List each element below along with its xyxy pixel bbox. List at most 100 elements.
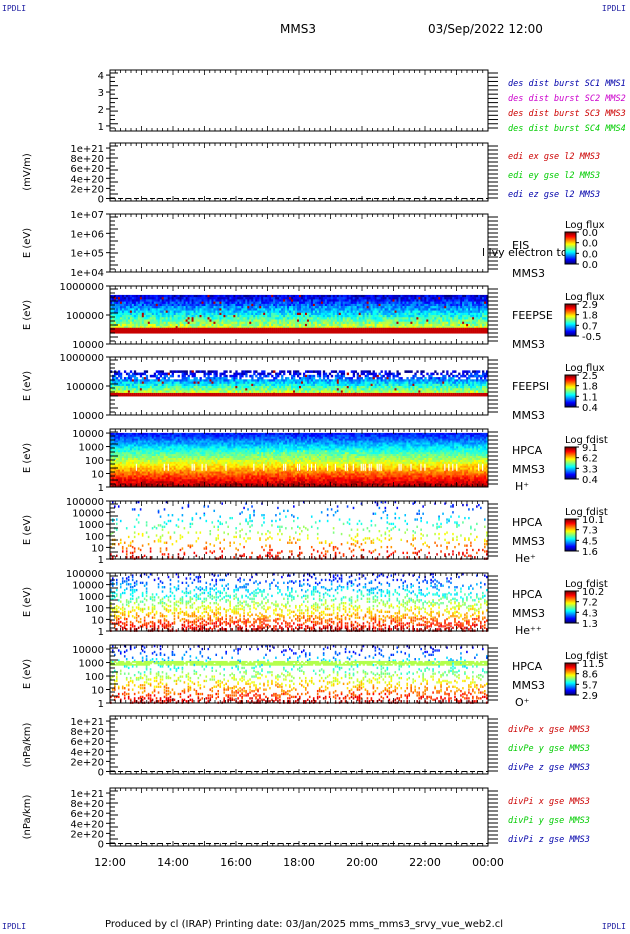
spectrogram-7 (110, 573, 488, 632)
ytick-label-9-1: 2e+20 (70, 757, 104, 768)
right-label-6-0: HPCA (512, 516, 543, 529)
ylabel-10: (nPa/km) (22, 795, 33, 840)
right-label-3-1: MMS3 (512, 338, 545, 351)
time-tick-3: 18:00 (283, 856, 315, 869)
corner-mark-top-left: IPDLI (2, 4, 27, 13)
right-label-3-0: FEEPSE (512, 309, 553, 322)
ytick-label-2-1: 1e+05 (70, 249, 104, 260)
colorbar-title-7: Log fdist (565, 579, 608, 590)
ytick-label-1-1: 2e+20 (70, 184, 104, 195)
ytick-label-9-2: 4e+20 (70, 747, 104, 758)
panel-frame-9 (109, 715, 489, 775)
panel-4-ticks (109, 357, 498, 415)
colorbar-tick-4-0: 2.5 (582, 371, 598, 382)
time-tick-0: 12:00 (94, 856, 126, 869)
legend-1-0: edi ex gse l2 MMS3 (508, 152, 600, 162)
colorbar-title-3: Log flux (565, 292, 605, 303)
ytick-label-7-4: 10000 (72, 581, 104, 592)
time-tick-4: 20:00 (346, 856, 378, 869)
right-label-8-2: O⁺ (515, 696, 530, 709)
colorbar-tick-3-3: -0.5 (582, 332, 602, 343)
ylabel-9: (nPa/km) (22, 723, 33, 768)
corner-mark-bottom-right: IPDLI (601, 922, 626, 931)
panel-9-ticks (109, 716, 498, 774)
colorbar-tick-6-0: 10.1 (582, 515, 604, 526)
colorbar-tick-2-2: 0.0 (582, 249, 598, 260)
legend-10-0: divPi x gse MMS3 (508, 797, 590, 807)
colorbar-tick-3-2: 0.7 (582, 321, 598, 332)
ytick-label-8-2: 100 (85, 672, 104, 683)
colorbar-tick-2-0: 0.0 (582, 228, 598, 239)
ytick-label-10-0: 0 (98, 839, 104, 850)
ytick-label-7-1: 10 (91, 615, 104, 626)
legend-0-3: des dist burst SC4 MMS4 (508, 124, 626, 134)
colorbar-5 (565, 446, 579, 480)
colorbar-frame-8 (564, 662, 577, 696)
ytick-label-5-3: 1000 (79, 443, 104, 454)
ytick-label-0-1: 2 (98, 105, 104, 116)
right-label-5-0: HPCA (512, 444, 543, 457)
colorbar-tick-3-1: 1.8 (582, 311, 598, 322)
ytick-label-10-4: 8e+20 (70, 799, 104, 810)
colorbar-tick-8-2: 5.7 (582, 680, 598, 691)
date-title: 03/Sep/2022 12:00 (428, 22, 543, 36)
ylabel-6: E (eV) (22, 515, 33, 545)
overlay-text-2: l lvy electron to (482, 246, 568, 259)
ytick-label-8-4: 10000 (72, 645, 104, 656)
right-label-4-0: FEEPSI (512, 380, 549, 393)
colorbar-title-8: Log fdist (565, 651, 608, 662)
ytick-label-0-3: 4 (98, 71, 104, 82)
corner-mark-bottom-left: IPDLI (2, 922, 27, 931)
ytick-label-0-2: 3 (98, 88, 104, 99)
ytick-label-7-0: 1 (98, 627, 104, 638)
panel-6-ticks (109, 501, 498, 559)
panel-1-ticks (109, 143, 498, 201)
legend-10-1: divPi y gse MMS3 (508, 816, 590, 826)
ytick-label-0-0: 1 (98, 122, 104, 133)
right-label-7-1: MMS3 (512, 607, 545, 620)
ytick-label-7-5: 100000 (66, 569, 104, 580)
right-label-4-1: MMS3 (512, 409, 545, 422)
legend-0-0: des dist burst SC1 MMS1 (508, 79, 626, 89)
colorbar-7 (565, 590, 579, 624)
colorbar-frame-6 (564, 518, 577, 552)
colorbar-tick-8-0: 11.5 (582, 659, 604, 670)
panel-0-ticks (109, 70, 498, 131)
ytick-label-9-5: 1e+21 (70, 717, 104, 728)
ytick-label-5-2: 100 (85, 456, 104, 467)
ylabel-5: E (eV) (22, 443, 33, 473)
footer-credit: Produced by cl (IRAP) Printing date: 03/… (105, 919, 504, 930)
spectrogram-8 (110, 645, 489, 704)
colorbar-tick-4-2: 1.1 (582, 392, 598, 403)
ytick-label-5-0: 1 (98, 483, 104, 494)
ytick-label-4-2: 1000000 (59, 353, 104, 364)
panel-frame-10 (109, 787, 489, 847)
right-label-7-2: He⁺⁺ (515, 624, 542, 637)
ylabel-8: E (eV) (22, 659, 33, 689)
colorbar-8 (565, 662, 579, 696)
colorbar-tick-6-1: 7.3 (582, 526, 598, 537)
colorbar-tick-7-3: 1.3 (582, 619, 598, 630)
ytick-label-2-0: 1e+04 (70, 268, 104, 279)
spectrogram-4 (110, 370, 489, 397)
time-tick-5: 22:00 (409, 856, 441, 869)
colorbar-tick-5-0: 9.1 (582, 443, 598, 454)
colorbar-frame-2 (564, 231, 577, 265)
colorbar-frame-4 (564, 374, 577, 408)
ytick-label-6-4: 10000 (72, 509, 104, 520)
spectrogram-5 (110, 432, 489, 488)
legend-9-2: divPe z gse MMS3 (508, 763, 590, 773)
ytick-label-2-2: 1e+06 (70, 229, 104, 240)
ytick-label-6-3: 1000 (79, 520, 104, 531)
colorbar-3 (565, 303, 579, 337)
colorbar-2 (565, 231, 579, 265)
spectrogram-6 (110, 501, 488, 560)
ytick-label-3-0: 10000 (72, 340, 104, 351)
ytick-label-2-3: 1e+07 (70, 210, 104, 221)
legend-1-1: edi ey gse l2 MMS3 (508, 171, 600, 181)
panel-5-ticks (109, 429, 498, 487)
ytick-label-3-1: 100000 (66, 311, 104, 322)
ytick-label-6-2: 100 (85, 532, 104, 543)
